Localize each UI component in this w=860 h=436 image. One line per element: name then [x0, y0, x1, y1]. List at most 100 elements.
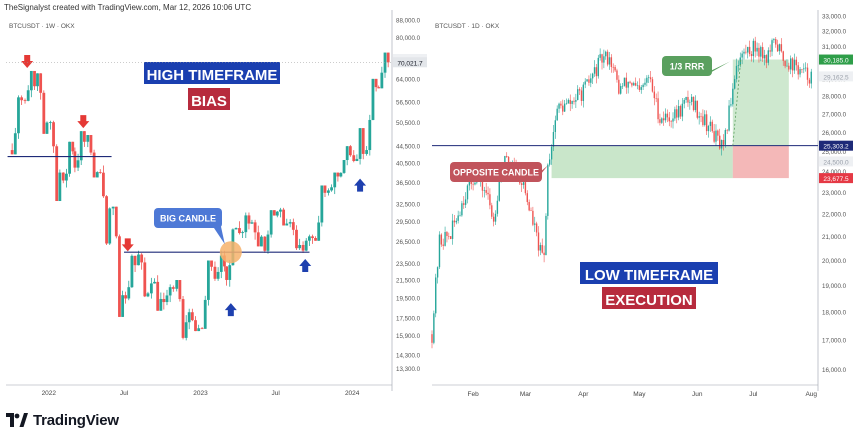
weekly-y-tick: 40,500.0	[396, 161, 421, 168]
daily-x-tick: May	[633, 391, 646, 398]
weekly-y-tick: 23,500.0	[396, 261, 421, 268]
daily-candle-body	[662, 118, 665, 121]
daily-candle-body	[619, 86, 622, 94]
weekly-candle-body	[102, 172, 105, 197]
daily-candle-body	[666, 113, 669, 118]
weekly-candle-body	[342, 160, 346, 173]
daily-candle-body	[790, 58, 792, 70]
daily-candle-body	[801, 69, 803, 70]
execution-label: EXECUTION	[605, 292, 693, 309]
weekly-candle-body	[79, 131, 83, 161]
weekly-candle-body	[247, 215, 251, 224]
daily-candle-body	[709, 121, 712, 126]
weekly-candle-body	[45, 122, 49, 134]
weekly-candle-body	[355, 158, 359, 161]
daily-candle-body	[506, 156, 508, 157]
daily-candle-body	[591, 73, 594, 79]
weekly-candle-body	[23, 100, 27, 102]
weekly-candle-body	[108, 208, 112, 244]
weekly-candle-body	[168, 287, 172, 296]
daily-candle-body	[463, 203, 465, 205]
daily-price-tag-green: 30,185.0	[823, 58, 849, 65]
daily-candle-body	[707, 125, 710, 132]
daily-candle-body	[526, 193, 528, 203]
weekly-candle-body	[383, 52, 387, 73]
daily-candle-body	[728, 105, 730, 131]
weekly-x-tick: 2024	[345, 390, 360, 397]
weekly-x-tick: Jul	[272, 390, 281, 397]
daily-candle-body	[679, 106, 682, 117]
weekly-candle-body	[13, 133, 17, 155]
daily-candle-body	[664, 113, 667, 121]
weekly-candle-body	[275, 211, 279, 216]
daily-candle-body	[700, 116, 702, 117]
daily-x-tick: Mar	[520, 391, 532, 398]
weekly-candle-body	[200, 328, 204, 330]
weekly-candle-body	[266, 234, 270, 251]
daily-candle-body	[562, 105, 564, 112]
daily-candle-body	[698, 116, 700, 118]
daily-x-tick: Apr	[578, 391, 589, 398]
daily-x-ticks: Feb Mar Apr May Jun Jul Aug	[468, 391, 818, 398]
weekly-candle-body	[68, 141, 71, 174]
weekly-candle-body	[48, 122, 52, 124]
daily-candle-body	[577, 89, 579, 101]
weekly-y-tick: 19,500.0	[396, 296, 421, 303]
daily-candle-body	[752, 40, 755, 57]
bullish-arrow-icon	[354, 178, 367, 192]
daily-candle-body	[436, 267, 439, 278]
daily-candle-body	[786, 65, 788, 67]
daily-candle-body	[756, 47, 758, 52]
bearish-arrow-icon	[21, 54, 34, 68]
daily-candle-body	[681, 103, 684, 117]
rrr-callout-box	[662, 56, 712, 76]
htf-label-bg	[144, 62, 280, 84]
weekly-candle-body	[330, 187, 333, 191]
daily-candle-body	[765, 55, 768, 63]
daily-candle-body	[560, 103, 562, 106]
weekly-candle-body	[361, 128, 365, 154]
daily-y-tick: 18,000.0	[822, 309, 847, 316]
daily-candle-body	[776, 44, 779, 52]
bullish-arrow-icon	[224, 303, 237, 317]
weekly-candle-body	[269, 210, 273, 235]
daily-candle-body	[732, 88, 734, 105]
daily-candle-body	[451, 220, 454, 239]
opposite-candle-callout-box	[450, 162, 542, 182]
daily-candle-body	[550, 146, 553, 160]
daily-candle-body	[775, 39, 777, 45]
weekly-candle-body	[317, 222, 321, 241]
daily-candle-body	[446, 232, 448, 237]
daily-candle-body	[554, 120, 557, 133]
daily-candle-body	[433, 313, 435, 343]
weekly-candle-body	[279, 209, 282, 212]
weekly-candle-body	[121, 295, 125, 317]
daily-x-tick: Jul	[749, 391, 758, 398]
daily-candle-body	[603, 56, 605, 63]
weekly-candle-body	[314, 238, 317, 241]
weekly-x-ticks: 2022 Jul 2023 Jul 2024	[42, 390, 360, 397]
weekly-candle-body	[114, 206, 118, 237]
daily-y-tick: 16,000.0	[822, 367, 847, 374]
daily-y-tick: 32,000.0	[822, 29, 847, 36]
daily-candle-body	[535, 223, 538, 233]
weekly-candle-body	[61, 172, 65, 181]
daily-candle-body	[556, 108, 558, 121]
daily-candle-body	[769, 50, 771, 52]
daily-candle-body	[704, 114, 706, 126]
weekly-candle-body	[225, 266, 228, 280]
daily-candle-body	[672, 118, 674, 122]
daily-candle-body	[705, 114, 708, 132]
weekly-candle-body	[165, 295, 169, 303]
daily-candle-body	[692, 96, 695, 111]
daily-candle-body	[563, 103, 566, 112]
daily-candle-body	[549, 159, 551, 165]
daily-candle-body	[537, 232, 540, 251]
weekly-y-tick: 26,500.0	[396, 239, 421, 246]
daily-candle-body	[455, 220, 457, 223]
bearish-arrow-icon	[77, 115, 90, 129]
weekly-candle-body	[130, 255, 134, 288]
tradingview-brand[interactable]: TradingView	[6, 410, 119, 430]
weekly-candle-body	[86, 135, 90, 142]
bullish-arrow-icon	[299, 258, 312, 272]
